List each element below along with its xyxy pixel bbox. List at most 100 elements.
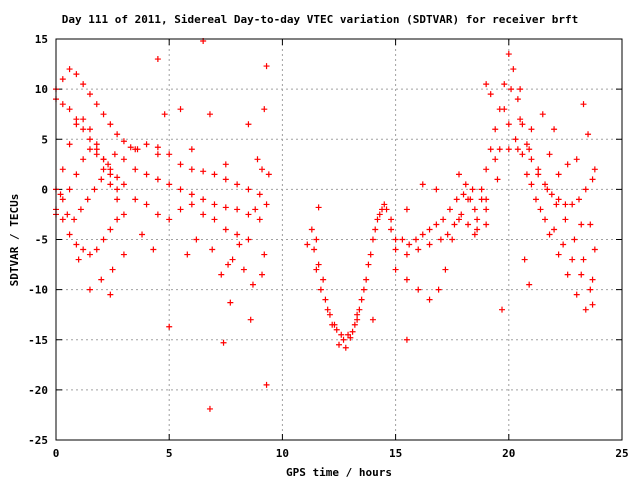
data-point-marker	[100, 156, 107, 163]
data-point-marker	[304, 241, 311, 248]
data-point-marker	[578, 271, 585, 278]
data-point-marker	[86, 126, 93, 133]
data-point-marker	[100, 111, 107, 118]
data-point-marker	[71, 216, 78, 223]
data-point-marker	[433, 186, 440, 193]
data-point-marker	[209, 246, 216, 253]
data-point-marker	[469, 186, 476, 193]
data-point-marker	[392, 246, 399, 253]
data-point-marker	[336, 341, 342, 348]
data-point-marker	[517, 116, 524, 123]
data-point-marker	[369, 236, 376, 243]
y-tick-label: -15	[28, 334, 48, 347]
axis-ticks: 0 5 10 15 20 25 15 10 5 0 -5 -10 -15 -20 -25	[28, 33, 629, 460]
data-point-marker	[200, 211, 207, 218]
data-point-marker	[591, 166, 598, 173]
data-point-marker	[487, 146, 494, 153]
data-point-marker	[483, 196, 490, 203]
data-point-marker	[225, 261, 232, 268]
data-point-marker	[313, 236, 320, 243]
data-point-marker	[86, 91, 93, 98]
data-point-marker	[483, 166, 490, 173]
data-point-marker	[222, 176, 229, 183]
data-point-marker	[77, 206, 84, 213]
data-point-marker	[80, 81, 87, 88]
data-point-marker	[317, 286, 324, 293]
data-point-marker	[569, 201, 576, 208]
data-point-marker	[573, 291, 580, 298]
data-point-marker	[591, 246, 598, 253]
data-point-marker	[114, 216, 121, 223]
data-point-marker	[73, 241, 80, 248]
data-point-marker	[107, 121, 114, 128]
data-point-marker	[308, 226, 315, 233]
data-point-marker	[114, 186, 121, 193]
data-point-marker	[528, 156, 535, 163]
plot-frame	[55, 38, 623, 441]
y-axis-label: SDTVAR / TECUs	[8, 194, 21, 287]
data-point-marker	[313, 266, 320, 273]
data-point-marker	[444, 231, 451, 238]
data-point-marker	[514, 146, 521, 153]
data-point-marker	[245, 236, 252, 243]
data-point-marker	[326, 311, 333, 318]
data-point-marker	[120, 138, 127, 145]
data-point-marker	[120, 156, 127, 163]
data-point-marker	[483, 221, 490, 228]
data-point-marker	[544, 186, 551, 193]
data-point-marker	[59, 76, 66, 83]
data-point-marker	[492, 156, 499, 163]
data-point-marker	[227, 299, 234, 306]
data-point-marker	[580, 101, 587, 108]
data-point-marker	[446, 206, 453, 213]
data-point-marker	[474, 216, 481, 223]
data-point-marker	[569, 256, 576, 263]
y-tick-label: 0	[41, 183, 48, 196]
data-point-marker	[542, 216, 549, 223]
data-point-marker	[419, 231, 426, 238]
data-point-marker	[57, 191, 64, 198]
data-point-marker	[551, 226, 558, 233]
data-point-marker	[578, 221, 585, 228]
data-point-marker	[403, 251, 410, 258]
data-point-marker	[143, 171, 150, 178]
data-point-marker	[548, 191, 555, 198]
data-point-marker	[100, 236, 107, 243]
data-point-marker	[107, 181, 114, 188]
data-point-marker	[93, 146, 100, 153]
data-point-marker	[535, 171, 542, 178]
y-tick-label: 15	[35, 33, 48, 46]
data-point-marker	[351, 321, 358, 328]
data-point-marker	[154, 144, 161, 151]
data-point-marker	[419, 181, 426, 188]
data-point-marker	[451, 221, 458, 228]
data-point-marker	[105, 161, 112, 168]
data-point-marker	[263, 201, 270, 208]
data-point-marker	[177, 206, 184, 213]
data-point-marker	[526, 281, 533, 288]
data-point-marker	[132, 146, 139, 153]
data-point-marker	[512, 136, 519, 143]
data-point-marker	[73, 71, 80, 78]
data-point-marker	[564, 161, 571, 168]
data-point-marker	[222, 226, 229, 233]
data-point-marker	[494, 176, 501, 183]
data-point-marker	[474, 226, 481, 233]
data-point-marker	[245, 121, 252, 128]
data-point-marker	[256, 216, 263, 223]
y-tick-label: 10	[35, 83, 48, 96]
data-point-marker	[499, 306, 506, 313]
data-point-marker	[496, 146, 503, 153]
data-point-marker	[111, 151, 118, 158]
data-point-marker	[487, 91, 494, 98]
data-point-marker	[206, 111, 213, 118]
data-point-marker	[492, 126, 499, 133]
data-point-marker	[211, 201, 218, 208]
data-point-marker	[249, 281, 256, 288]
data-point-marker	[505, 146, 512, 153]
data-point-marker	[333, 326, 340, 333]
data-point-marker	[501, 106, 508, 113]
data-point-marker	[188, 191, 195, 198]
data-point-marker	[59, 166, 66, 173]
